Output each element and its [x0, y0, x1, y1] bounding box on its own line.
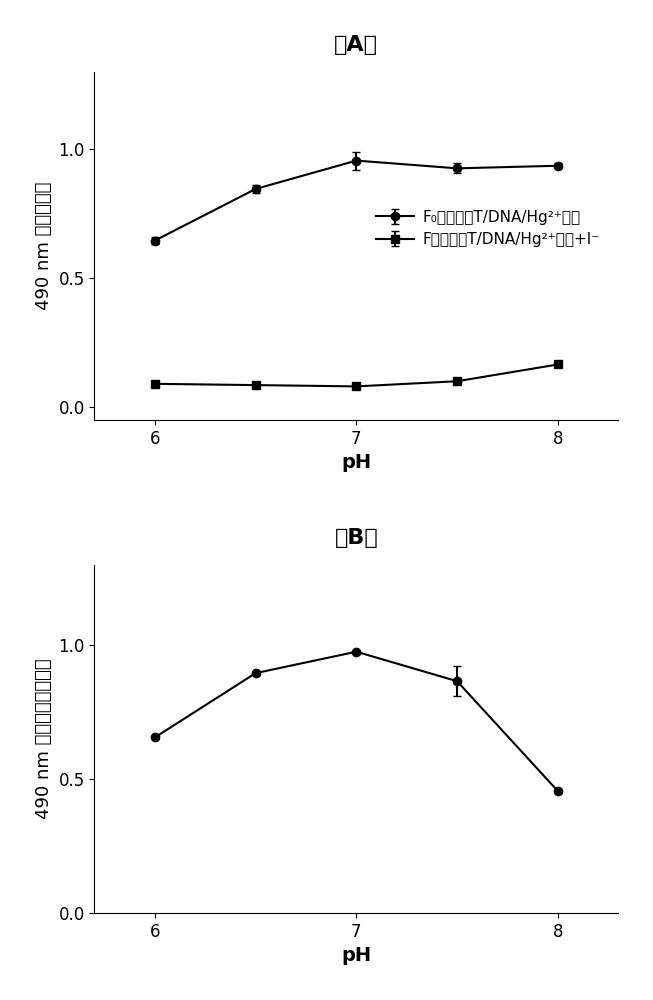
Title: （B）: （B）	[334, 528, 378, 548]
Y-axis label: 490 nm 处荧光强度: 490 nm 处荧光强度	[35, 182, 53, 310]
Title: （A）: （A）	[334, 35, 378, 55]
Legend: F₀：硫黄素T/DNA/Hg²⁺溶液, F：硫黄素T/DNA/Hg²⁺溶液+I⁻: F₀：硫黄素T/DNA/Hg²⁺溶液, F：硫黄素T/DNA/Hg²⁺溶液+I⁻	[370, 203, 605, 253]
Y-axis label: 490 nm 处荧光强度变化值: 490 nm 处荧光强度变化值	[35, 658, 53, 819]
X-axis label: pH: pH	[342, 453, 372, 472]
X-axis label: pH: pH	[342, 946, 372, 965]
